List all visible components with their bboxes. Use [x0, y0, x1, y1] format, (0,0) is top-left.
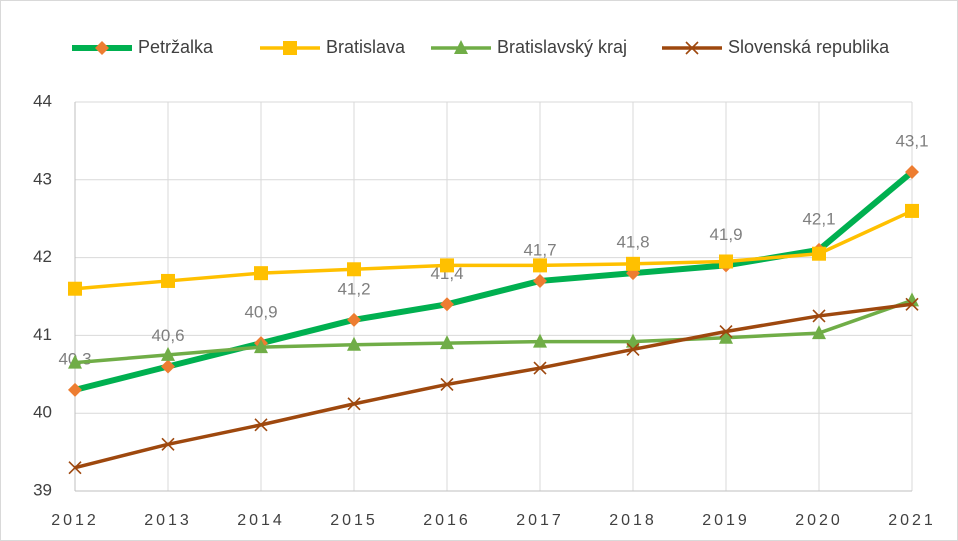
data-label: 42,1	[802, 209, 835, 228]
marker	[533, 273, 547, 288]
data-label: 40,6	[151, 326, 184, 345]
marker	[719, 324, 733, 339]
marker	[905, 292, 919, 307]
data-label: 40,9	[244, 303, 277, 322]
y-tick-label: 44	[33, 91, 52, 110]
marker	[440, 335, 454, 350]
data-label: 41,4	[430, 264, 463, 283]
marker	[905, 165, 919, 180]
marker	[68, 354, 82, 369]
legend-label: Petržalka	[138, 37, 214, 57]
y-tick-label: 40	[33, 403, 52, 422]
marker	[254, 266, 268, 281]
marker	[161, 273, 175, 288]
y-tick-label: 42	[33, 247, 52, 266]
marker	[719, 329, 733, 344]
marker	[533, 361, 547, 375]
data-label: 41,8	[616, 233, 649, 252]
marker	[454, 40, 468, 54]
x-tick-label: 2016	[423, 512, 471, 529]
series	[68, 292, 919, 369]
marker	[812, 325, 826, 340]
series-line	[74, 298, 913, 365]
marker	[626, 256, 640, 271]
marker	[905, 203, 919, 218]
marker	[161, 346, 175, 361]
marker	[440, 377, 454, 391]
marker	[347, 397, 361, 411]
legend-label: Slovenská republika	[728, 37, 890, 57]
marker	[68, 382, 82, 397]
marker	[533, 333, 547, 348]
legend-label: Bratislavský kraj	[497, 37, 627, 57]
series	[68, 297, 919, 475]
marker	[905, 297, 919, 311]
marker	[161, 437, 175, 451]
x-tick-label: 2012	[51, 512, 99, 529]
x-tick-label: 2021	[888, 512, 936, 529]
marker	[254, 339, 268, 354]
marker	[161, 359, 175, 374]
x-tick-label: 2019	[702, 512, 750, 529]
y-tick-label: 39	[33, 480, 52, 499]
marker	[812, 309, 826, 323]
x-tick-label: 2017	[516, 512, 564, 529]
series-line	[74, 302, 913, 470]
series	[68, 203, 919, 296]
marker	[719, 254, 733, 269]
marker	[440, 258, 454, 273]
data-label: 43,1	[895, 132, 928, 151]
marker	[626, 333, 640, 348]
y-tick-label: 43	[33, 169, 52, 188]
marker	[68, 461, 82, 475]
x-tick-label: 2014	[237, 512, 285, 529]
data-label: 41,7	[523, 240, 556, 259]
marker	[68, 281, 82, 296]
marker	[685, 41, 699, 55]
data-label: 41,9	[709, 225, 742, 244]
marker	[347, 262, 361, 277]
marker	[347, 312, 361, 327]
marker	[626, 342, 640, 356]
x-tick-label: 2020	[795, 512, 843, 529]
x-tick-label: 2015	[330, 512, 378, 529]
marker	[533, 258, 547, 273]
x-tick-label: 2013	[144, 512, 192, 529]
marker	[812, 246, 826, 261]
marker	[440, 297, 454, 312]
series-line	[74, 209, 913, 291]
marker	[95, 41, 109, 55]
x-tick-label: 2018	[609, 512, 657, 529]
legend-label: Bratislava	[326, 37, 406, 57]
marker	[347, 336, 361, 351]
marker	[254, 418, 268, 432]
marker	[283, 41, 297, 55]
data-label: 41,2	[337, 279, 370, 298]
y-tick-label: 41	[33, 325, 52, 344]
